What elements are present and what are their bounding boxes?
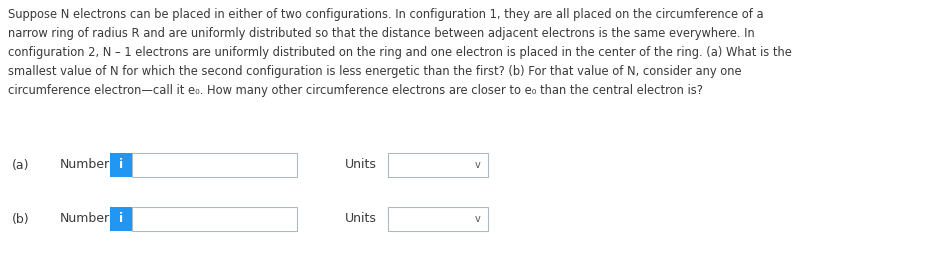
Text: circumference electron—call it e₀. How many other circumference electrons are cl: circumference electron—call it e₀. How m… — [8, 84, 703, 97]
Text: (a): (a) — [12, 159, 29, 171]
Text: Units: Units — [345, 213, 377, 225]
FancyBboxPatch shape — [388, 207, 488, 231]
FancyBboxPatch shape — [132, 207, 297, 231]
FancyBboxPatch shape — [110, 207, 132, 231]
Text: narrow ring of radius R and are uniformly distributed so that the distance betwe: narrow ring of radius R and are uniforml… — [8, 27, 755, 40]
Text: configuration 2, N – 1 electrons are uniformly distributed on the ring and one e: configuration 2, N – 1 electrons are uni… — [8, 46, 792, 59]
Text: Number: Number — [60, 213, 110, 225]
Text: smallest value of N for which the second configuration is less energetic than th: smallest value of N for which the second… — [8, 65, 742, 78]
Text: Suppose N electrons can be placed in either of two configurations. In configurat: Suppose N electrons can be placed in eit… — [8, 8, 764, 21]
Text: i: i — [119, 159, 123, 171]
Text: v: v — [475, 160, 480, 170]
FancyBboxPatch shape — [132, 153, 297, 177]
FancyBboxPatch shape — [110, 153, 132, 177]
Text: (b): (b) — [12, 213, 29, 225]
FancyBboxPatch shape — [388, 153, 488, 177]
Text: i: i — [119, 213, 123, 225]
Text: Units: Units — [345, 159, 377, 171]
Text: Number: Number — [60, 159, 110, 171]
Text: v: v — [475, 214, 480, 224]
